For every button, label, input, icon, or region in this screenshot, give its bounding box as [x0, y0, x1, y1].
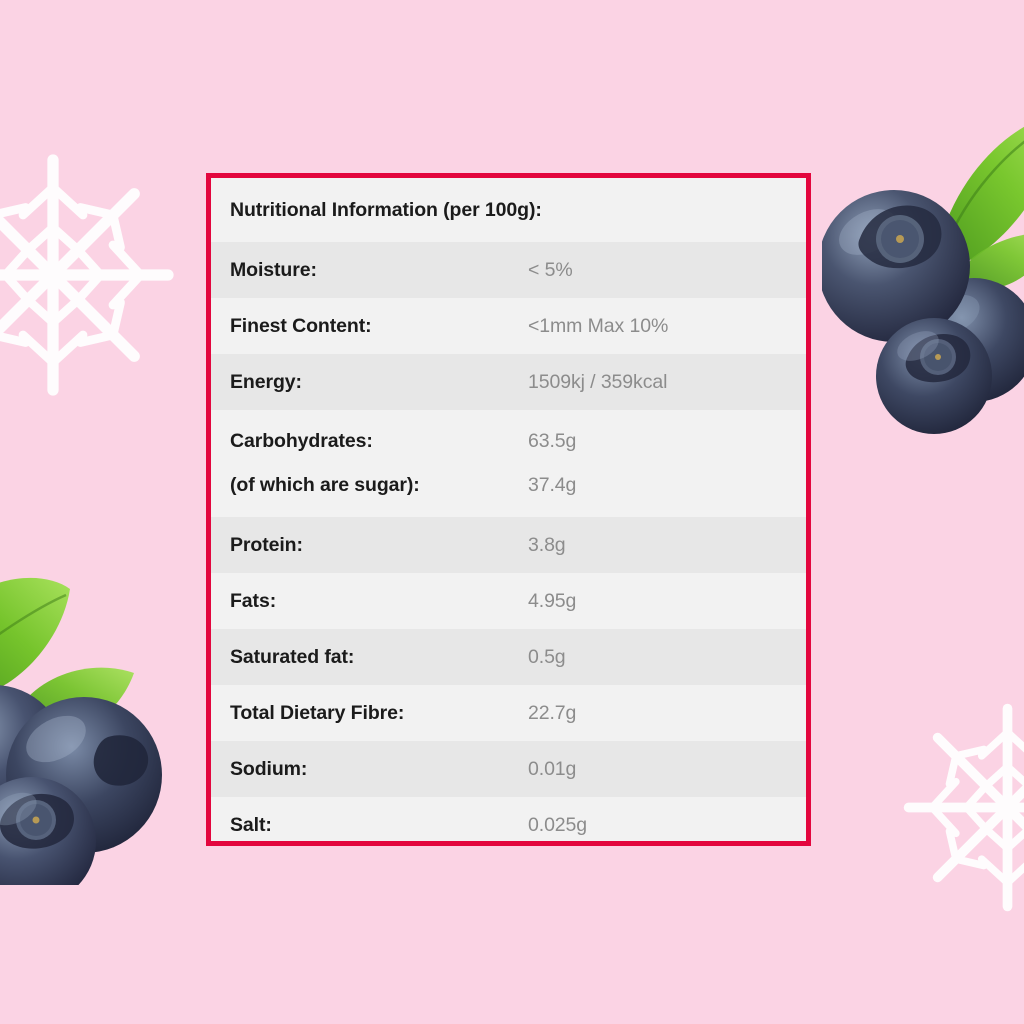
table-row: Salt: 0.025g: [211, 797, 806, 841]
table-row: Fats: 4.95g: [211, 573, 806, 629]
row-label: Saturated fat:: [230, 645, 355, 668]
nutrition-information-card: Nutritional Information (per 100g): Mois…: [206, 173, 811, 846]
table-row: Moisture: < 5%: [211, 242, 806, 298]
row-value: 1509kj / 359kcal: [528, 370, 668, 393]
row-sub-label: (of which are sugar):: [230, 474, 420, 496]
blueberries-image: [0, 545, 191, 885]
table-row: Protein: 3.8g: [211, 517, 806, 573]
nutrition-title-row: Nutritional Information (per 100g):: [211, 178, 806, 242]
row-value: 4.95g: [528, 589, 577, 612]
row-label: Fats:: [230, 589, 277, 612]
row-value: 0.5g: [528, 645, 566, 668]
page-title: Nutritional Information (per 100g):: [230, 198, 542, 221]
table-row: Total Dietary Fibre: 22.7g: [211, 685, 806, 741]
row-value: 63.5g: [528, 430, 577, 452]
row-value: 3.8g: [528, 533, 566, 556]
row-label: Protein:: [230, 533, 303, 556]
row-label: Carbohydrates:: [230, 430, 373, 452]
row-label: Energy:: [230, 370, 302, 393]
table-row: Sodium: 0.01g: [211, 741, 806, 797]
row-value: 0.025g: [528, 813, 588, 836]
row-label: Sodium:: [230, 757, 308, 780]
table-row: Energy: 1509kj / 359kcal: [211, 354, 806, 410]
row-label: Total Dietary Fibre:: [230, 701, 405, 724]
row-label: Finest Content:: [230, 314, 372, 337]
row-value: 0.01g: [528, 757, 577, 780]
table-row: Carbohydrates: 63.5g (of which are sugar…: [211, 410, 806, 517]
blueberries-image: [822, 108, 1024, 438]
snowflake-icon: [900, 700, 1024, 915]
row-sub-value: 37.4g: [528, 474, 577, 496]
row-value: < 5%: [528, 258, 573, 281]
row-label: Moisture:: [230, 258, 317, 281]
table-subrow: (of which are sugar): 37.4g: [230, 464, 787, 508]
table-subrow: Carbohydrates: 63.5g: [230, 420, 787, 464]
snowflake-icon: [0, 150, 178, 400]
row-value: <1mm Max 10%: [528, 314, 669, 337]
table-row: Finest Content: <1mm Max 10%: [211, 298, 806, 354]
row-value: 22.7g: [528, 701, 577, 724]
table-row: Saturated fat: 0.5g: [211, 629, 806, 685]
row-label: Salt:: [230, 813, 272, 836]
